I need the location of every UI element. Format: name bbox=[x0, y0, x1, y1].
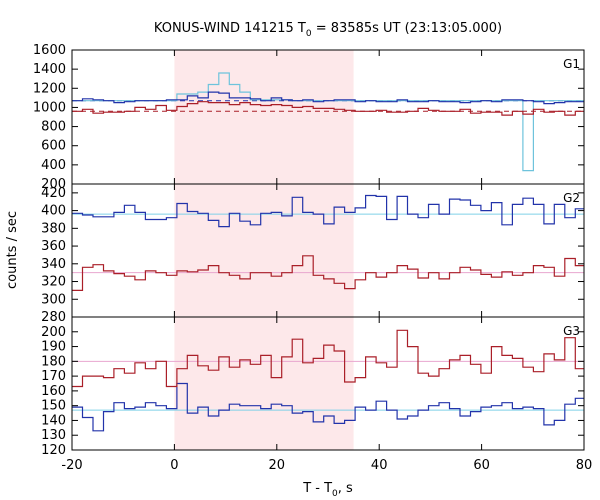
series-blue-line bbox=[72, 194, 584, 228]
y-tick-label: 140 bbox=[41, 413, 66, 428]
x-tick-label: 0 bbox=[170, 458, 178, 473]
panel-g1: 200 400 600 800 1000 1200 1400 1600 G1 bbox=[33, 43, 585, 192]
x-tick-label: 80 bbox=[576, 458, 593, 473]
y-axis-title: counts / sec bbox=[5, 211, 20, 289]
y-tick-label: 280 bbox=[41, 310, 66, 325]
series-red-line bbox=[72, 255, 584, 291]
panels-group: 2004006008001000120014001600G12803003203… bbox=[33, 43, 592, 473]
y-tick-label: 190 bbox=[41, 340, 66, 355]
x-tick-label: 20 bbox=[269, 458, 286, 473]
x-tick-label: -20 bbox=[61, 458, 82, 473]
y-tick-label: 1000 bbox=[33, 100, 66, 115]
y-tick-label: 200 bbox=[41, 177, 66, 192]
y-tick-label: 1600 bbox=[33, 43, 66, 58]
chart-title: KONUS-WIND 141215 T0 = 83585s UT (23:13:… bbox=[154, 21, 502, 39]
y-tick-label: 420 bbox=[41, 186, 66, 201]
panel-frame bbox=[71, 316, 585, 451]
shaded-interval bbox=[174, 50, 354, 184]
y-tick-label: 400 bbox=[41, 204, 66, 219]
panel-g2: 280 300 320 340 360 380 400 420 G2 bbox=[41, 183, 585, 325]
x-axis-title: T - T0, s bbox=[302, 481, 353, 499]
y-tick-label: 130 bbox=[41, 428, 66, 443]
y-tick-label: 170 bbox=[41, 369, 66, 384]
y-tick-label: 1200 bbox=[33, 81, 66, 96]
y-tick-label: 200 bbox=[41, 325, 66, 340]
y-tick-label: 120 bbox=[41, 443, 66, 458]
y-tick-label: 300 bbox=[41, 292, 66, 307]
y-tick-label: 180 bbox=[41, 354, 66, 369]
shaded-interval bbox=[174, 184, 354, 317]
y-tick-label: 400 bbox=[41, 158, 66, 173]
series-red-line bbox=[72, 101, 584, 116]
y-tick-label: 320 bbox=[41, 275, 66, 290]
y-tick-label: 340 bbox=[41, 257, 66, 272]
y-tick-label: 800 bbox=[41, 120, 66, 135]
shaded-interval bbox=[174, 317, 354, 450]
y-tick-label: 160 bbox=[41, 384, 66, 399]
x-tick-label: 60 bbox=[473, 458, 490, 473]
panel-label: G1 bbox=[563, 57, 580, 71]
series-red-line bbox=[72, 329, 584, 388]
series-blue-line bbox=[72, 91, 584, 105]
panel-label: G3 bbox=[563, 324, 580, 338]
panel-label: G2 bbox=[563, 191, 580, 205]
y-tick-label: 150 bbox=[41, 399, 66, 414]
series-blue-line bbox=[72, 382, 584, 432]
x-tick-label: 40 bbox=[371, 458, 388, 473]
y-tick-label: 1400 bbox=[33, 62, 66, 77]
y-tick-label: 600 bbox=[41, 139, 66, 154]
y-tick-label: 360 bbox=[41, 239, 66, 254]
y-tick-label: 380 bbox=[41, 221, 66, 236]
